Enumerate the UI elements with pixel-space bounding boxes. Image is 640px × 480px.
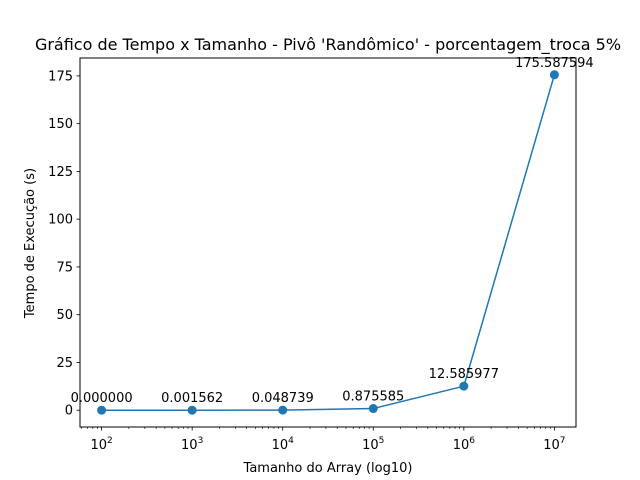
x-tick-label: 102 — [90, 436, 112, 453]
x-axis-label: Tamanho do Array (log10) — [243, 461, 413, 476]
data-labels: 0.000000 0.001562 0.048739 0.875585 12.58597… — [71, 56, 594, 406]
data-point — [97, 405, 107, 415]
x-tick-label: 103 — [181, 436, 203, 453]
x-tick-label: 106 — [453, 436, 476, 453]
data-label: 0.875585 — [342, 390, 404, 405]
x-tick-label: 107 — [543, 436, 565, 453]
y-axis-label: Tempo de Execução (s) — [23, 168, 38, 319]
data-label: 0.000000 — [71, 391, 133, 406]
x-tick-label: 104 — [272, 436, 295, 453]
data-point — [459, 381, 469, 391]
data-label: 0.048739 — [252, 391, 314, 406]
series-line — [101, 74, 556, 411]
y-tick-label: 125 — [48, 165, 73, 180]
y-tick-label: 50 — [56, 308, 73, 323]
x-tick-label: 105 — [362, 436, 384, 453]
axes-frame — [79, 57, 577, 428]
y-tick-label: 0 — [65, 404, 73, 419]
data-label: 12.585977 — [429, 367, 499, 382]
y-tick-label: 100 — [48, 213, 73, 228]
data-point — [187, 405, 197, 415]
data-label: 0.001562 — [161, 391, 223, 406]
y-tick-label: 25 — [56, 356, 73, 371]
axis-ticks: 0 25 50 75 100 125 150 175 102 103 104 105 106 107 — [48, 69, 565, 453]
data-label: 175.587594 — [515, 56, 594, 71]
plot-area — [97, 70, 559, 415]
y-tick-label: 175 — [48, 69, 73, 84]
chart-title: Gráfico de Tempo x Tamanho - Pivô 'Randô… — [35, 35, 621, 55]
y-tick-label: 75 — [56, 260, 73, 275]
y-tick-label: 150 — [48, 117, 73, 132]
data-point — [368, 404, 378, 414]
data-point — [549, 70, 559, 80]
data-point — [278, 405, 288, 415]
